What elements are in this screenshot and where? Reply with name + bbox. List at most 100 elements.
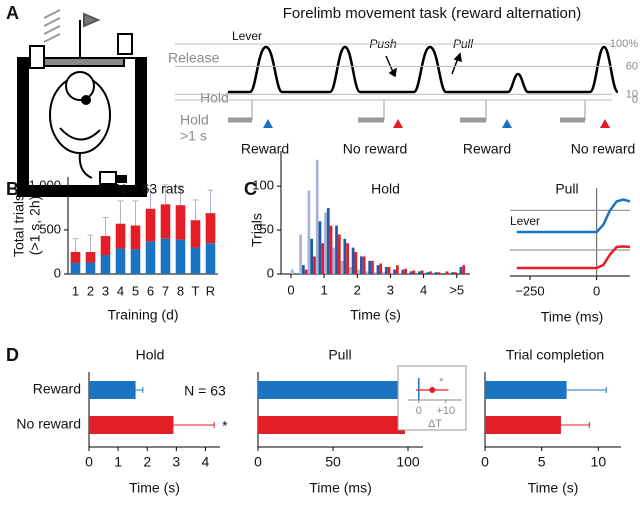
histogram-bar: [398, 273, 402, 274]
outcome-label: No reward: [343, 141, 408, 157]
level-label: 60: [626, 60, 638, 72]
panel-letter: B: [6, 179, 19, 199]
panel-letter: D: [6, 345, 19, 365]
inset-frame: [397, 365, 467, 431]
histogram-bar: [368, 260, 372, 274]
y-tick-label: 0: [54, 265, 61, 280]
histogram-bar: [302, 265, 305, 274]
histogram-bar: [379, 263, 383, 274]
hold-time-label: >1 s: [180, 128, 207, 144]
histogram-bar: [453, 272, 457, 274]
chart-title: Hold: [136, 347, 165, 363]
x-tick-label: 2: [87, 283, 94, 298]
x-axis-label: Time (s): [350, 307, 401, 323]
category-label: No reward: [16, 416, 81, 432]
bar-segment: [160, 238, 171, 274]
chart-title: Hold: [371, 181, 400, 197]
bar-segment: [85, 251, 96, 263]
histogram-bar: [307, 190, 311, 274]
histogram-bar: [412, 270, 416, 274]
hold-ticks: [251, 100, 586, 120]
histogram-bar: [343, 238, 347, 274]
significance: *: [222, 418, 228, 434]
x-tick-label: 3: [387, 282, 394, 297]
chart-title: Pull: [328, 347, 351, 363]
outcome-label: Reward: [463, 141, 511, 157]
histogram-bar: [401, 269, 405, 274]
x-axis-label: Time (s): [129, 480, 180, 496]
x-tick-label: −250: [515, 283, 544, 298]
y-axis-label: Trials: [249, 213, 265, 247]
bar: [485, 416, 561, 434]
bar-segment: [175, 239, 186, 274]
bar-segment: [100, 255, 111, 274]
histogram-bar: [362, 256, 366, 274]
x-tick-label: 4: [420, 282, 427, 297]
x-tick-label: 1: [72, 283, 79, 298]
panel-letter: A: [6, 3, 19, 23]
bar: [258, 416, 405, 434]
x-axis-label: ΔT: [428, 418, 442, 430]
x-tick-label: 0: [85, 454, 93, 470]
histogram-bar: [373, 272, 377, 274]
x-tick-label: 10: [591, 454, 607, 470]
histogram-bar: [459, 266, 463, 274]
task-title: Forelimb movement task (reward alternati…: [283, 5, 581, 22]
histogram-bar: [360, 256, 363, 274]
category-label: Reward: [33, 381, 81, 397]
histogram-bar: [390, 273, 394, 274]
annotation: *: [439, 376, 444, 388]
level-label: 100%: [610, 38, 638, 50]
histogram-bar: [332, 247, 336, 274]
histogram-bar: [451, 272, 454, 274]
y-tick-label: 50: [260, 222, 274, 237]
outcome-marker: [600, 119, 610, 128]
x-tick-label: 3: [172, 454, 180, 470]
x-tick-label: 100: [396, 454, 420, 470]
histogram-bar: [310, 238, 314, 274]
lever-trace: [228, 45, 620, 94]
x-tick-label: 2: [143, 454, 151, 470]
x-tick-label: +10: [436, 405, 455, 417]
y-tick-label: 100: [252, 178, 274, 193]
annotation: Lever: [510, 214, 540, 228]
bar: [89, 416, 174, 434]
x-tick-label: 5: [132, 283, 139, 298]
histogram-bar: [340, 260, 344, 274]
bar-segment: [85, 262, 96, 274]
x-tick-label: 0: [416, 405, 422, 417]
histogram-bar: [409, 271, 413, 274]
bar: [89, 381, 136, 399]
outcome-label: Reward: [241, 141, 289, 157]
bar-segment: [115, 248, 126, 274]
x-tick-label: 0: [254, 454, 262, 470]
histogram-bar: [348, 266, 352, 274]
histogram-bar: [357, 269, 361, 274]
annotation: N = 63 rats: [116, 181, 185, 197]
histogram-bar: [442, 273, 446, 274]
histogram-bar: [351, 247, 355, 274]
histogram-bar: [321, 243, 325, 274]
histogram-bar: [324, 212, 327, 274]
lever-label: Lever: [232, 29, 262, 43]
annotation: N = 63: [184, 383, 226, 399]
bar-segment: [145, 241, 156, 274]
histogram-bar: [434, 272, 438, 274]
bar-segment: [190, 220, 201, 248]
bar-segment: [175, 205, 186, 240]
histogram-bar: [437, 272, 441, 274]
histogram-bar: [462, 265, 466, 274]
histogram-bar: [335, 225, 338, 274]
bar: [485, 381, 567, 399]
y-axis-label: (>1 s, 2h): [27, 196, 43, 256]
x-tick-label: 4: [202, 454, 210, 470]
chart-title: Trial completion: [506, 347, 604, 363]
histogram-bar: [337, 234, 341, 274]
histogram-bar: [329, 225, 333, 274]
outcome-label: No reward: [571, 141, 636, 157]
x-axis-label: Training (d): [107, 307, 178, 323]
chart-title: Pull: [555, 181, 578, 197]
x-axis-label: Time (ms): [309, 480, 371, 496]
